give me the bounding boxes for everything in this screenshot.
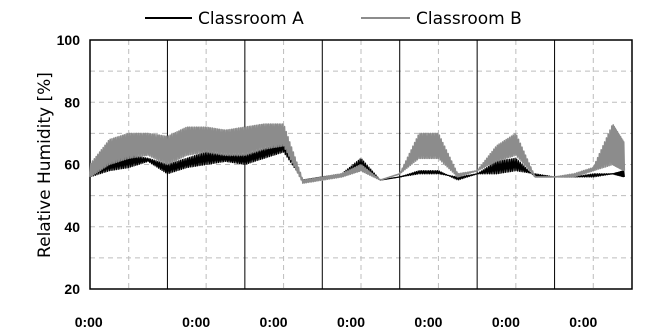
x-tick-label: 0:00 <box>75 314 103 330</box>
x-tick-label: 0:00 <box>414 314 442 330</box>
series-line-classroom-b <box>89 123 626 184</box>
plot-area: 20 40 60 80 100 0:00 0:00 0:00 0:00 0:00 0:00 0:00 <box>57 32 633 330</box>
y-tick-label: 80 <box>64 94 80 110</box>
y-tick-label: 40 <box>64 219 80 235</box>
legend-label-classroom-a: Classroom A <box>198 9 304 29</box>
y-tick-label: 20 <box>64 281 80 297</box>
x-tick-label: 0:00 <box>492 314 520 330</box>
plot-frame <box>89 39 633 290</box>
y-tick-label: 60 <box>64 157 80 173</box>
y-axis-label: Relative Humidity [%] <box>35 72 55 258</box>
legend-label-classroom-b: Classroom B <box>416 9 522 29</box>
x-tick-label: 0:00 <box>182 314 210 330</box>
x-tick-label: 0:00 <box>569 314 597 330</box>
x-tick-label: 0:00 <box>260 314 288 330</box>
y-tick-label: 100 <box>57 32 81 48</box>
legend: Classroom A Classroom B <box>145 9 522 29</box>
x-tick-label: 0:00 <box>337 314 365 330</box>
